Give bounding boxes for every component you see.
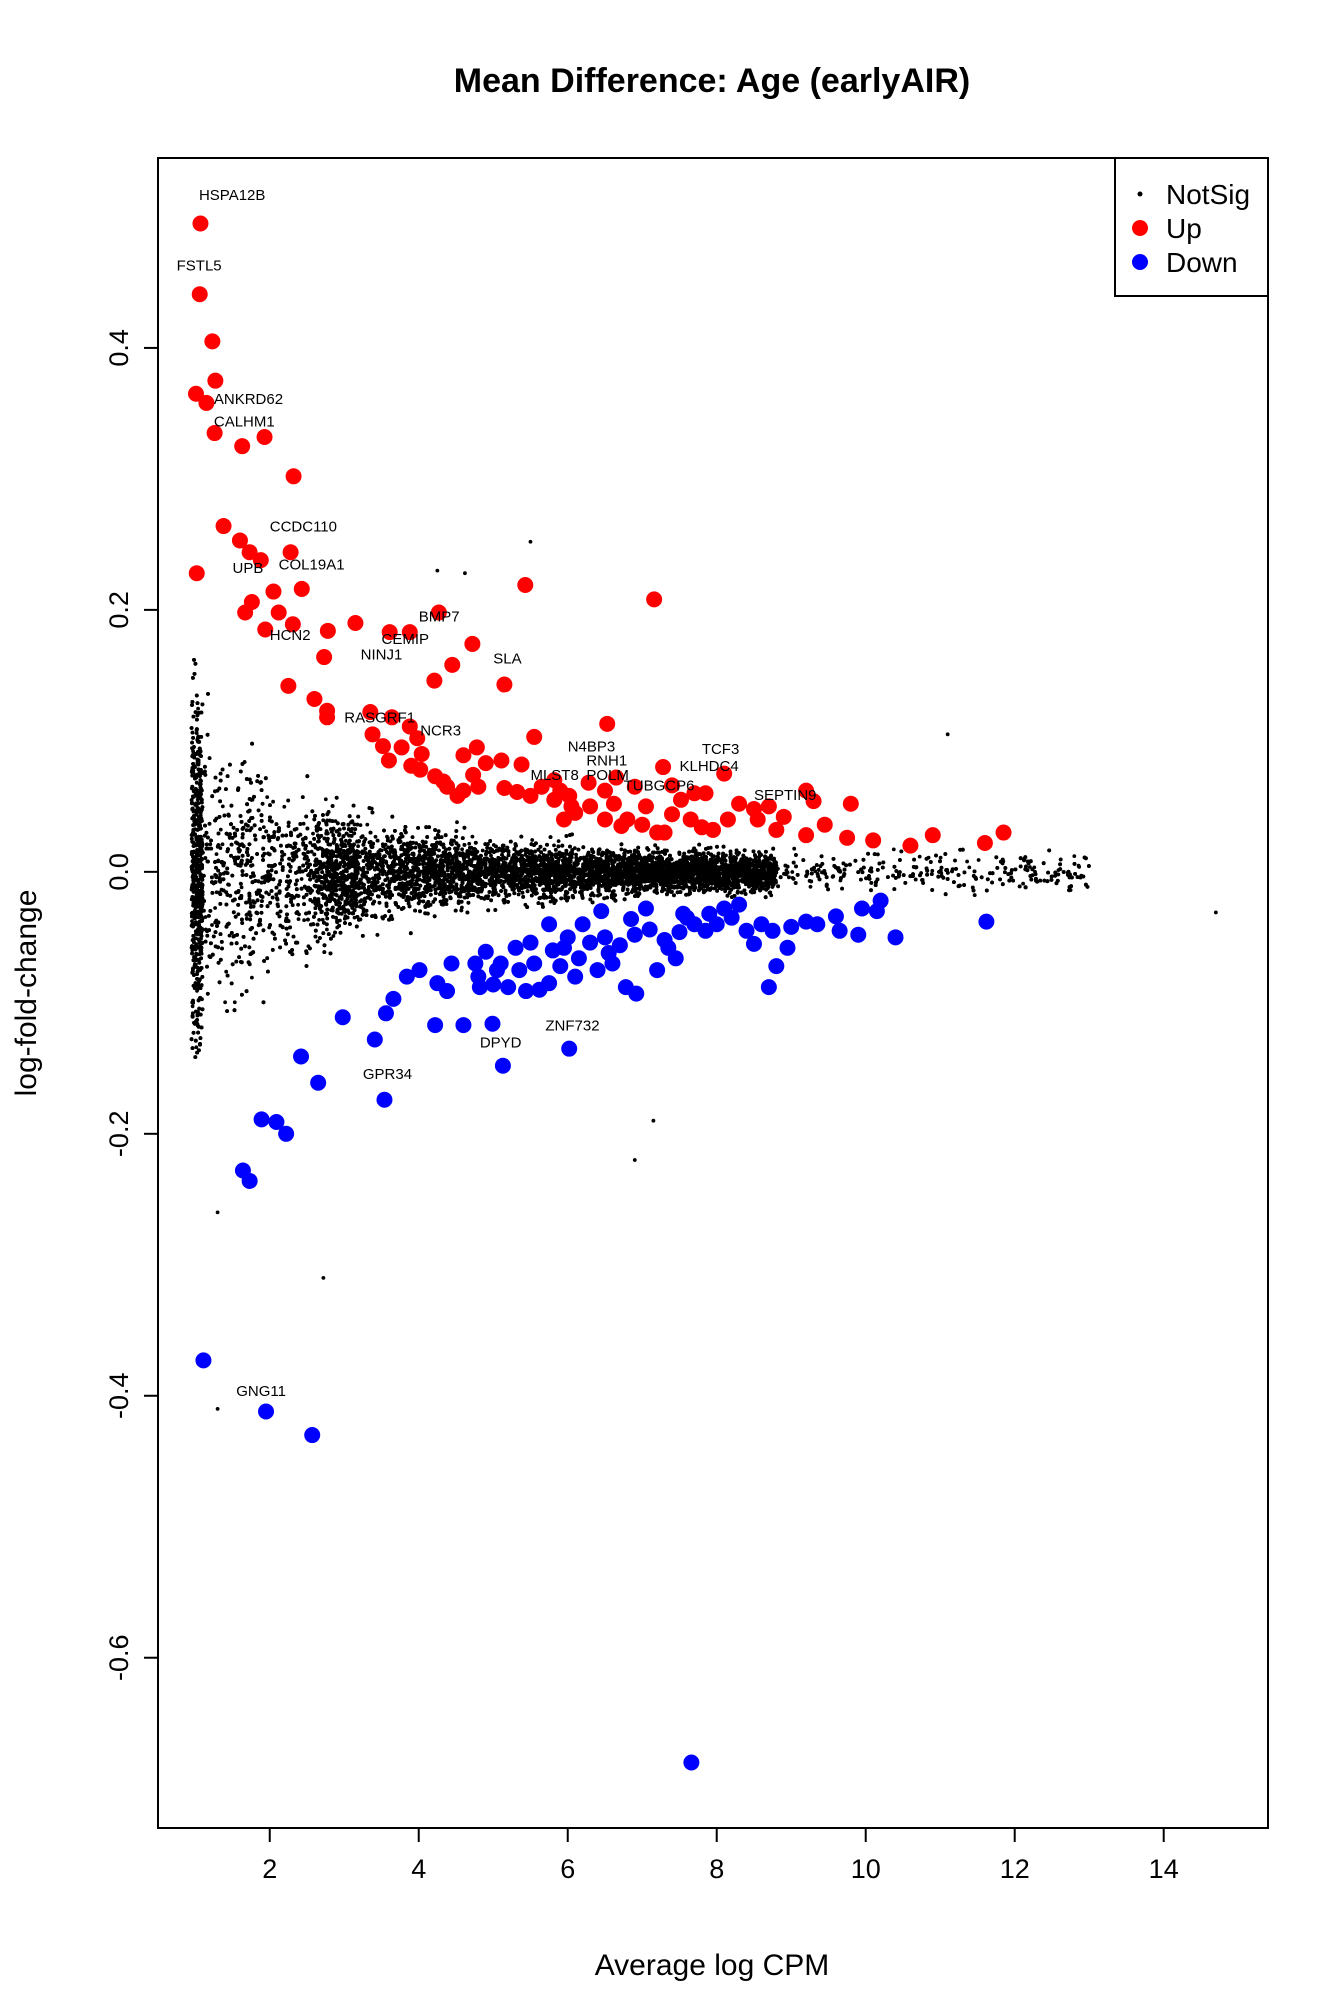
notsig-point	[301, 821, 306, 826]
notsig-point	[467, 841, 472, 846]
notsig-point	[265, 795, 270, 799]
notsig-point	[385, 834, 389, 839]
notsig-point	[967, 865, 972, 870]
notsig-point	[444, 902, 449, 906]
notsig-point	[358, 823, 363, 827]
notsig-point	[356, 844, 360, 849]
notsig-point	[194, 731, 199, 735]
notsig-point	[271, 799, 275, 804]
notsig-point	[917, 854, 922, 859]
notsig-point	[194, 1045, 199, 1050]
notsig-point	[244, 828, 249, 833]
notsig-point	[302, 918, 306, 922]
notsig-point	[552, 843, 556, 848]
notsig-point	[232, 1000, 237, 1005]
notsig-point	[236, 912, 241, 917]
notsig-point	[296, 917, 301, 921]
notsig-point	[299, 877, 304, 881]
notsig-point	[424, 840, 428, 845]
notsig-point	[790, 870, 795, 874]
notsig-point	[548, 899, 553, 904]
notsig-point	[282, 804, 287, 809]
notsig-point	[455, 820, 459, 825]
notsig-point	[280, 854, 284, 859]
notsig-point	[938, 855, 943, 860]
chart-title: Mean Difference: Age (earlyAIR)	[454, 62, 970, 100]
notsig-point	[218, 827, 223, 832]
notsig-point	[224, 969, 229, 974]
notsig-point	[1028, 865, 1032, 869]
notsig-point	[203, 915, 208, 919]
notsig-point	[352, 915, 357, 920]
notsig-point	[480, 848, 485, 853]
notsig-point	[196, 706, 201, 711]
notsig-point	[516, 892, 521, 897]
notsig-point	[619, 847, 624, 852]
notsig-point	[261, 825, 266, 829]
notsig-point	[574, 852, 578, 857]
notsig-point	[190, 1004, 195, 1009]
notsig-point	[220, 842, 225, 847]
notsig-point	[321, 818, 326, 823]
notsig-point	[267, 892, 271, 897]
notsig-point	[384, 872, 389, 877]
notsig-point	[331, 934, 336, 938]
notsig-point	[246, 853, 250, 858]
notsig-point	[965, 859, 969, 864]
notsig-point	[976, 858, 981, 862]
notsig-point	[433, 836, 438, 840]
notsig-point	[239, 885, 244, 890]
notsig-point	[208, 842, 213, 847]
notsig-point	[286, 824, 291, 828]
notsig-point	[792, 846, 797, 851]
notsig-point	[296, 902, 300, 907]
notsig-point	[373, 834, 378, 839]
notsig-point	[317, 918, 321, 922]
notsig-point	[309, 849, 314, 854]
notsig-point	[891, 847, 896, 852]
notsig-point	[592, 893, 596, 898]
notsig-point	[489, 853, 493, 858]
notsig-point	[245, 858, 250, 863]
notsig-point	[930, 868, 935, 873]
notsig-point	[556, 839, 561, 843]
notsig-point	[323, 797, 328, 802]
notsig-point	[311, 831, 315, 836]
notsig-point	[460, 905, 464, 910]
notsig-point	[213, 860, 217, 864]
notsig-point	[365, 822, 370, 827]
notsig-point	[325, 927, 329, 932]
notsig-points	[189, 539, 1218, 1411]
notsig-point	[530, 838, 535, 842]
notsig-point	[214, 852, 219, 856]
notsig-point	[1021, 881, 1025, 886]
notsig-point	[470, 834, 475, 839]
notsig-point	[808, 884, 813, 889]
notsig-point	[220, 804, 225, 809]
notsig-point	[344, 838, 348, 843]
notsig-point	[359, 835, 364, 840]
notsig-point	[308, 840, 313, 845]
notsig-point	[414, 841, 419, 846]
notsig-point	[437, 848, 441, 853]
notsig-point	[223, 1000, 228, 1005]
notsig-point	[320, 917, 325, 922]
notsig-point	[460, 847, 464, 852]
notsig-point	[190, 919, 194, 923]
notsig-point	[210, 923, 214, 927]
notsig-point	[250, 975, 254, 980]
notsig-point	[227, 933, 232, 938]
notsig-point	[213, 906, 218, 910]
